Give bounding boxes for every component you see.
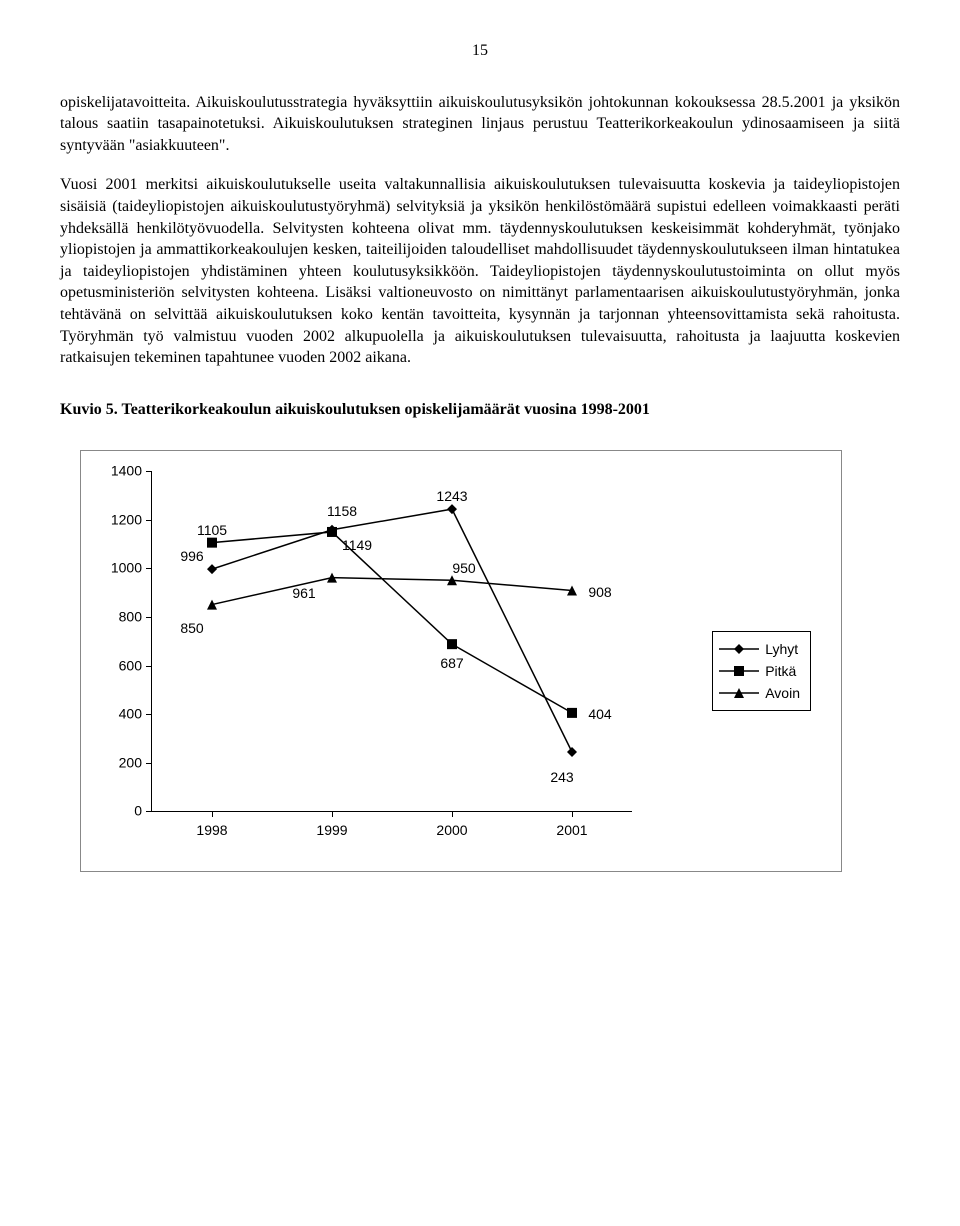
y-tick-label: 0	[134, 802, 152, 821]
legend-item: Pitkä	[719, 660, 800, 682]
data-label: 1149	[342, 536, 372, 555]
paragraph-1: opiskelijatavoitteita. Aikuiskoulutusstr…	[60, 92, 900, 157]
data-label: 961	[292, 584, 315, 603]
y-tick-label: 200	[119, 753, 152, 772]
x-tick-label: 2000	[436, 811, 467, 840]
data-label: 1105	[197, 521, 227, 540]
y-tick-label: 1400	[111, 462, 152, 481]
student-chart: 0 200 400 600 800 1000 1200 1400 1998 1999 2000 200…	[80, 450, 842, 872]
x-tick-label: 1999	[316, 811, 347, 840]
page-number: 15	[60, 40, 900, 62]
paragraph-2: Vuosi 2001 merkitsi aikuiskoulutukselle …	[60, 174, 900, 368]
y-tick-label: 400	[119, 705, 152, 724]
legend-item: Lyhyt	[719, 638, 800, 660]
data-label: 1243	[436, 487, 467, 506]
data-label: 996	[180, 547, 203, 566]
plot-area: 0200400600800100012001400199819992000200…	[151, 471, 632, 812]
data-label: 1158	[327, 502, 357, 521]
data-label: 850	[180, 619, 203, 638]
x-tick-label: 2001	[556, 811, 587, 840]
figure-heading: Kuvio 5. Teatterikorkeakoulun aikuiskoul…	[60, 399, 900, 421]
y-tick-label: 1000	[111, 559, 152, 578]
y-tick-label: 800	[119, 608, 152, 627]
data-label: 950	[452, 559, 475, 578]
data-label: 908	[588, 583, 611, 602]
chart-legend: LyhytPitkäAvoin	[712, 631, 811, 711]
y-tick-label: 1200	[111, 510, 152, 529]
y-tick-label: 600	[119, 656, 152, 675]
x-tick-label: 1998	[196, 811, 227, 840]
data-label: 404	[588, 705, 611, 724]
data-label: 243	[550, 768, 573, 787]
data-label: 687	[440, 654, 463, 673]
legend-item: Avoin	[719, 682, 800, 704]
